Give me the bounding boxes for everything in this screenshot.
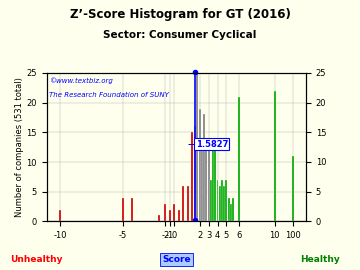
Bar bbox=[131, 198, 133, 221]
Bar bbox=[122, 198, 124, 221]
Bar bbox=[182, 186, 184, 221]
Text: 1.5827: 1.5827 bbox=[195, 140, 228, 149]
Bar bbox=[197, 73, 198, 221]
Text: The Research Foundation of SUNY: The Research Foundation of SUNY bbox=[49, 92, 169, 98]
Bar bbox=[214, 150, 216, 221]
Bar bbox=[216, 180, 219, 221]
Y-axis label: Number of companies (531 total): Number of companies (531 total) bbox=[15, 77, 24, 217]
Text: Sector: Consumer Cyclical: Sector: Consumer Cyclical bbox=[103, 30, 257, 40]
Bar bbox=[292, 156, 293, 221]
Bar bbox=[194, 126, 196, 221]
Bar bbox=[205, 138, 207, 221]
Bar bbox=[199, 109, 201, 221]
Bar bbox=[173, 204, 175, 221]
Bar bbox=[169, 210, 171, 221]
Bar bbox=[191, 132, 193, 221]
Bar bbox=[225, 180, 228, 221]
Text: Score: Score bbox=[162, 255, 191, 264]
Bar bbox=[223, 186, 225, 221]
Bar bbox=[59, 210, 61, 221]
Bar bbox=[201, 144, 203, 221]
Bar bbox=[221, 180, 223, 221]
Bar bbox=[219, 186, 221, 221]
Bar bbox=[230, 204, 232, 221]
Bar bbox=[274, 91, 276, 221]
Bar bbox=[208, 150, 210, 221]
Text: Unhealthy: Unhealthy bbox=[10, 255, 62, 264]
Bar bbox=[158, 215, 159, 221]
Bar bbox=[164, 204, 166, 221]
Bar bbox=[177, 210, 180, 221]
Bar bbox=[212, 144, 214, 221]
Bar bbox=[210, 180, 212, 221]
Text: Healthy: Healthy bbox=[301, 255, 340, 264]
Text: ©www.textbiz.org: ©www.textbiz.org bbox=[49, 77, 113, 84]
Bar bbox=[232, 198, 234, 221]
Bar bbox=[203, 114, 205, 221]
Bar bbox=[238, 97, 240, 221]
Text: Z’-Score Histogram for GT (2016): Z’-Score Histogram for GT (2016) bbox=[69, 8, 291, 21]
Bar bbox=[186, 186, 189, 221]
Bar bbox=[228, 198, 230, 221]
